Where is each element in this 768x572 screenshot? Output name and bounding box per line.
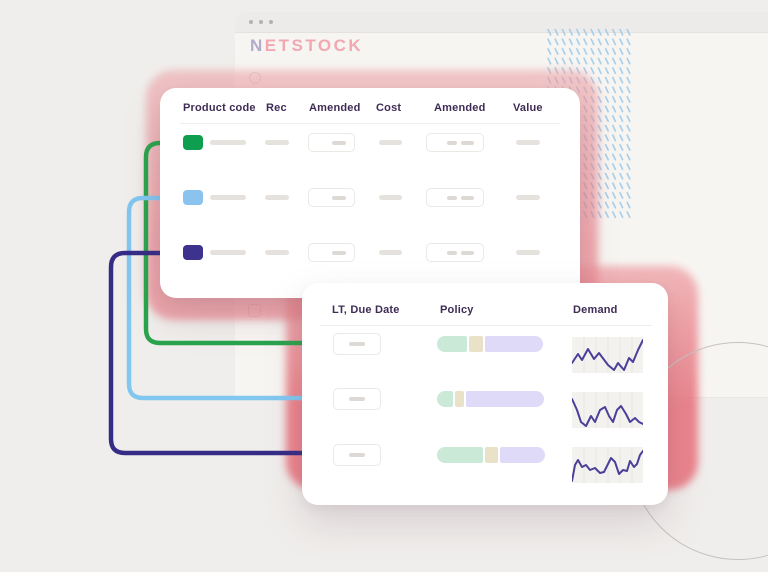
product-color-chip-green: [183, 135, 203, 150]
header-divider: [180, 123, 560, 124]
logo-letter-n: N: [250, 36, 265, 55]
policy-segment: [500, 447, 545, 463]
column-header-demand: Demand: [573, 304, 618, 316]
amended-value-input[interactable]: [426, 133, 484, 152]
logo-rest: ETSTOCK: [264, 36, 364, 55]
lt-due-date-input[interactable]: [333, 388, 381, 410]
amended-input[interactable]: [308, 133, 355, 152]
placeholder-text-bar: [516, 140, 540, 145]
orders-table-card: Product code Rec Amended Cost Amended Va…: [160, 88, 580, 298]
amended-value-input[interactable]: [426, 188, 484, 207]
column-header-cost: Cost: [376, 102, 402, 114]
policy-segment-bar: [437, 391, 545, 407]
placeholder-text-bar: [379, 140, 402, 145]
amended-input[interactable]: [308, 243, 355, 262]
demand-sparkline-chart: [571, 392, 644, 428]
column-header-value: Value: [513, 102, 543, 114]
placeholder-text-bar: [265, 195, 289, 200]
policy-segment: [437, 391, 453, 407]
lt-due-date-input[interactable]: [333, 333, 381, 355]
lt-due-date-input[interactable]: [333, 444, 381, 466]
policy-segment: [469, 336, 483, 352]
column-header-amended: Amended: [309, 102, 361, 114]
policy-segment: [485, 447, 498, 463]
header-divider: [320, 325, 652, 326]
column-header-policy: Policy: [440, 304, 474, 316]
placeholder-text-bar: [210, 195, 246, 200]
column-header-rec: Rec: [266, 102, 287, 114]
placeholder-text-bar: [379, 250, 402, 255]
policy-segment: [466, 391, 544, 407]
window-control-dot: [269, 20, 273, 24]
policy-segment: [485, 336, 543, 352]
placeholder-text-bar: [265, 140, 289, 145]
column-header-lt-due-date: LT, Due Date: [332, 304, 400, 316]
policy-segment: [437, 336, 467, 352]
product-color-chip-blue: [183, 190, 203, 205]
policy-segment-bar: [437, 447, 545, 463]
window-control-dot: [259, 20, 263, 24]
amended-value-input[interactable]: [426, 243, 484, 262]
column-header-amended-2: Amended: [434, 102, 486, 114]
policy-segment: [455, 391, 464, 407]
placeholder-text-bar: [379, 195, 402, 200]
window-control-dot: [249, 20, 253, 24]
column-header-product-code: Product code: [183, 102, 256, 114]
placeholder-text-bar: [210, 140, 246, 145]
amended-input[interactable]: [308, 188, 355, 207]
policy-table-card: LT, Due Date Policy Demand: [302, 283, 668, 505]
product-color-chip-navy: [183, 245, 203, 260]
policy-segment-bar: [437, 336, 545, 352]
netstock-logo: NETSTOCK: [250, 36, 363, 56]
placeholder-text-bar: [265, 250, 289, 255]
demand-sparkline-chart: [571, 447, 644, 483]
policy-segment: [437, 447, 483, 463]
browser-titlebar: [235, 12, 768, 33]
placeholder-text-bar: [210, 250, 246, 255]
placeholder-text-bar: [516, 195, 540, 200]
demand-sparkline-chart: [571, 337, 644, 373]
placeholder-text-bar: [516, 250, 540, 255]
